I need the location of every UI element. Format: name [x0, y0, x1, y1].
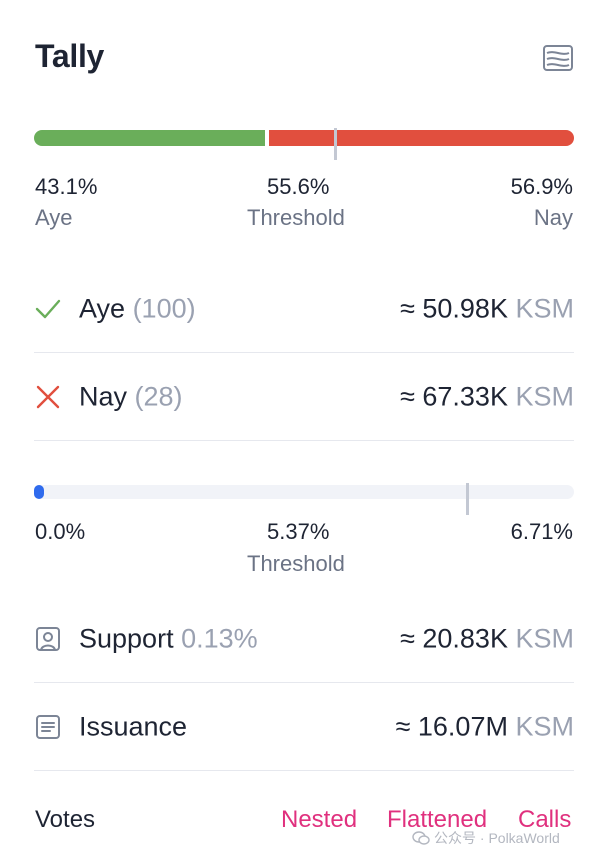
aye-row: Aye (100) ≈ 50.98K KSM — [34, 279, 574, 339]
support-bar-fill — [34, 485, 44, 499]
support-value: ≈ 20.83K — [400, 623, 508, 654]
issuance-row: Issuance ≈ 16.07M KSM — [34, 697, 574, 757]
tab-calls[interactable]: Calls — [518, 806, 572, 833]
wechat-icon — [412, 831, 430, 845]
tab-nested[interactable]: Nested — [281, 806, 358, 833]
votes-label: Votes — [35, 806, 96, 833]
nay-value: ≈ 67.33K — [400, 381, 508, 412]
issuance-unit: KSM — [515, 711, 574, 742]
watermark-text: 公众号 · PolkaWorld — [434, 830, 560, 846]
watermark: 公众号 · PolkaWorld — [412, 828, 560, 848]
divider — [34, 352, 574, 353]
aye-unit: KSM — [515, 293, 574, 324]
nay-unit: KSM — [515, 381, 574, 412]
aye-value-group: ≈ 50.98K KSM — [400, 294, 574, 325]
document-icon — [34, 713, 62, 741]
aye-bar-fill — [34, 130, 265, 146]
support-label: Support — [79, 623, 174, 654]
issuance-value: ≈ 16.07M — [395, 711, 508, 742]
aye-label-group: Aye (100) — [79, 294, 196, 325]
approval-threshold-marker — [334, 128, 337, 160]
support-unit: KSM — [515, 623, 574, 654]
chart-lines-icon[interactable] — [542, 44, 574, 72]
aye-count: (100) — [132, 293, 196, 324]
support-threshold-percent: 5.37% — [267, 519, 330, 544]
nay-label-group: Nay (28) — [79, 382, 183, 413]
support-max-percent: 6.71% — [510, 519, 573, 544]
tab-flattened[interactable]: Flattened — [387, 806, 488, 833]
issuance-label: Issuance — [79, 711, 188, 742]
nay-label: Nay — [79, 381, 128, 412]
approval-threshold-percent: 55.6% — [267, 174, 330, 199]
issuance-value-group: ≈ 16.07M KSM — [396, 712, 574, 743]
support-row: Support 0.13% ≈ 20.83K KSM — [34, 609, 574, 669]
nay-value-group: ≈ 67.33K KSM — [400, 382, 574, 413]
divider — [34, 682, 574, 683]
approval-threshold-label: Threshold — [247, 205, 345, 230]
user-frame-icon — [34, 625, 62, 653]
divider — [34, 770, 574, 771]
approval-bar — [34, 128, 574, 160]
support-threshold-marker — [466, 483, 469, 515]
aye-percent-label: Aye — [35, 205, 73, 230]
support-bar — [34, 483, 574, 515]
nay-bar-fill — [269, 130, 574, 146]
support-value-group: ≈ 20.83K KSM — [400, 624, 574, 655]
aye-label: Aye — [79, 293, 126, 324]
support-current-percent: 0.0% — [35, 519, 86, 544]
nay-row: Nay (28) ≈ 67.33K KSM — [34, 367, 574, 427]
aye-percent: 43.1% — [35, 174, 98, 199]
nay-count: (28) — [134, 381, 183, 412]
divider — [34, 440, 574, 441]
support-label-group: Support 0.13% — [79, 624, 258, 655]
close-icon — [34, 383, 62, 411]
support-percent: 0.13% — [181, 623, 258, 654]
aye-value: ≈ 50.98K — [400, 293, 508, 324]
nay-percent-label: Nay — [533, 205, 573, 230]
support-threshold-label: Threshold — [247, 551, 345, 576]
page-title: Tally — [35, 38, 105, 74]
check-icon — [34, 295, 62, 323]
nay-percent: 56.9% — [510, 174, 573, 199]
